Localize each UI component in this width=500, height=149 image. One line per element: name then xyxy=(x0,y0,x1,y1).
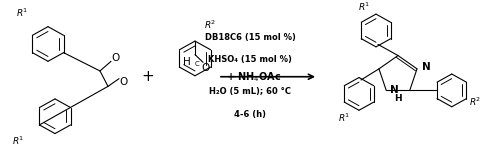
Text: R$^1$: R$^1$ xyxy=(16,7,28,19)
Text: N: N xyxy=(422,62,431,72)
Text: H: H xyxy=(394,94,402,103)
Text: R$^1$: R$^1$ xyxy=(12,134,24,146)
Text: + NH$_4$OAc: + NH$_4$OAc xyxy=(226,70,281,84)
Text: C: C xyxy=(194,61,200,67)
Text: DB18C6 (15 mol %): DB18C6 (15 mol %) xyxy=(204,32,296,42)
Text: R$^2$: R$^2$ xyxy=(204,18,216,31)
Text: O: O xyxy=(111,53,119,63)
Text: O: O xyxy=(119,77,127,87)
Text: R$^1$: R$^1$ xyxy=(338,112,350,124)
Text: R$^1$: R$^1$ xyxy=(358,0,370,13)
Text: H: H xyxy=(183,57,191,67)
Text: O: O xyxy=(201,63,209,73)
Text: N: N xyxy=(390,85,399,95)
Text: +: + xyxy=(142,69,154,84)
Text: R$^2$: R$^2$ xyxy=(469,96,480,108)
Text: 4-6 (h): 4-6 (h) xyxy=(234,110,266,119)
Text: H₂O (5 mL); 60 °C: H₂O (5 mL); 60 °C xyxy=(209,87,291,96)
Text: KHSO₄ (15 mol %): KHSO₄ (15 mol %) xyxy=(208,55,292,65)
